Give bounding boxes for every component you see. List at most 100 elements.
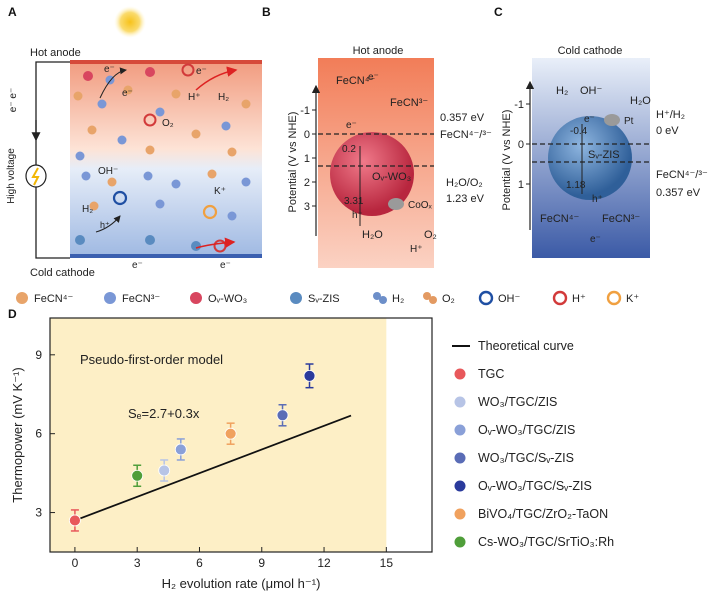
c-vb-value: 1.18	[566, 180, 586, 191]
a-h-label: h⁺	[100, 220, 110, 230]
a-e-label-3: e⁻	[132, 260, 143, 271]
y-tick-label: 3	[35, 506, 42, 520]
panel-d-letter: D	[8, 307, 17, 321]
legend-line-label: Theoretical curve	[478, 339, 574, 353]
axis-tick-label: 0	[518, 139, 524, 151]
legend-label: Oᵥ-WO₃	[208, 293, 247, 305]
axis-tick-label: 0	[304, 129, 310, 141]
b-level1-label: FeCN⁴⁻/³⁻	[440, 129, 492, 141]
panel-c-ticks: -1 0 1	[514, 99, 530, 191]
b-hplus: H⁺	[410, 244, 423, 255]
axis-tick-label: -1	[300, 105, 310, 117]
b-level1-value: 0.357 eV	[440, 112, 485, 124]
pt-particle	[604, 114, 620, 126]
legend-marker	[429, 296, 437, 304]
zis-sphere	[548, 116, 632, 200]
a-e-label-2: e⁻	[122, 88, 133, 99]
sun-icon	[114, 6, 146, 38]
legend-marker	[104, 292, 116, 304]
legend-label: Sᵥ-ZIS	[308, 293, 340, 305]
cold-electrode	[70, 254, 262, 258]
axis-tick-label: 1	[304, 153, 310, 165]
legend-label: H₂	[392, 293, 404, 305]
shaded-region	[50, 318, 387, 552]
c-e-bottom: e⁻	[590, 234, 601, 245]
x-tick-label: 12	[317, 556, 331, 570]
legend-point-label: Cs-WO₃/TGC/SrTiO₃:Rh	[478, 535, 614, 549]
legend-point-label: WO₃/TGC/ZIS	[478, 395, 557, 409]
b-fecn3: FeCN³⁻	[390, 97, 428, 109]
c-material: Sᵥ-ZIS	[588, 149, 620, 161]
a-e-label-red: e⁻	[196, 66, 207, 77]
a-e-label-1: e⁻	[104, 64, 115, 75]
x-axis-label: H₂ evolution rate (μmol h⁻¹)	[162, 576, 321, 591]
species-legend: FeCN⁴⁻ FeCN³⁻ Oᵥ-WO₃ Sᵥ-ZIS H₂ O₂ OH⁻ H⁺ K⁺	[16, 290, 639, 306]
panel-a-letter: A	[8, 5, 17, 19]
legend-label: FeCN⁴⁻	[34, 293, 73, 305]
legend-marker	[373, 292, 381, 300]
panel-b-letter: B	[262, 5, 271, 19]
b-e-top: e⁻	[368, 72, 379, 83]
e-e-label: e⁻ e⁻	[8, 88, 19, 112]
b-coox: CoOₓ	[408, 200, 433, 211]
data-point	[224, 427, 237, 440]
x-tick-label: 9	[258, 556, 265, 570]
axis-tick-label: 1	[518, 179, 524, 191]
bolt-icon	[31, 167, 40, 186]
a-o2-label: O₂	[162, 118, 174, 129]
c-level1-label: H⁺/H₂	[656, 109, 685, 121]
high-voltage-label: High voltage	[6, 148, 17, 204]
legend-label: FeCN³⁻	[122, 293, 160, 305]
legend-point-marker	[454, 480, 466, 492]
b-o2: O₂	[424, 229, 437, 241]
data-point	[69, 514, 81, 527]
a-h2-label-hot: H₂	[218, 92, 229, 103]
y-tick-label: 9	[35, 348, 42, 362]
x-tick-label: 3	[134, 556, 141, 570]
legend-marker	[606, 290, 622, 306]
legend-point-marker	[454, 536, 466, 548]
y-tick-label: 6	[35, 427, 42, 441]
hot-anode-label: Hot anode	[30, 47, 81, 59]
c-pt: Pt	[624, 116, 634, 127]
arrow-red-cold	[195, 237, 236, 249]
b-h2o: H₂O	[362, 229, 383, 241]
legend-marker	[552, 290, 568, 306]
b-material: Oᵥ-WO₃	[372, 171, 411, 183]
legend-label: K⁺	[626, 293, 639, 305]
wo3-sphere	[330, 132, 414, 216]
panel-a: A Hot anode e⁻ e⁻ High voltage Cold cath…	[6, 5, 262, 279]
c-oh: OH⁻	[580, 85, 603, 97]
legend-point-label: Oᵥ-WO₃/TGC/ZIS	[478, 423, 575, 437]
legend-marker	[423, 292, 431, 300]
a-k-label: K⁺	[214, 186, 226, 197]
b-level2-value: 1.23 eV	[446, 193, 485, 205]
x-tick-label: 6	[196, 556, 203, 570]
data-point	[174, 443, 187, 456]
legend-point-label: Oᵥ-WO₃/TGC/Sᵥ-ZIS	[478, 479, 592, 493]
x-tick-label: 0	[72, 556, 79, 570]
legend-marker	[379, 296, 387, 304]
c-cb-value: -0.4	[570, 126, 588, 137]
legend-point-label: WO₃/TGC/Sᵥ-ZIS	[478, 451, 574, 465]
legend-label: H⁺	[572, 293, 586, 305]
x-tick-label: 15	[380, 556, 394, 570]
axis-tick-label: 3	[304, 201, 310, 213]
data-point	[276, 409, 289, 422]
model-annotation: Pseudo-first-order model	[80, 352, 223, 367]
c-level1-value: 0 eV	[656, 125, 679, 137]
legend-marker	[290, 292, 302, 304]
a-oh-label: OH⁻	[98, 166, 118, 177]
coox-particle	[388, 198, 404, 210]
legend-point-label: BiVO₄/TGC/ZrO₂-TaON	[478, 507, 608, 521]
legend-label: O₂	[442, 293, 455, 305]
c-h2o: H₂O	[630, 95, 651, 107]
arrow-e-hot	[99, 67, 127, 99]
circuit-wire	[35, 61, 70, 259]
legend-point-label: TGC	[478, 367, 504, 381]
c-level2-label: FeCN⁴⁻/³⁻	[656, 169, 708, 181]
c-fecn4: FeCN⁴⁻	[540, 213, 579, 225]
legend-point-marker	[454, 396, 466, 408]
axis-tick-label: -1	[514, 99, 524, 111]
